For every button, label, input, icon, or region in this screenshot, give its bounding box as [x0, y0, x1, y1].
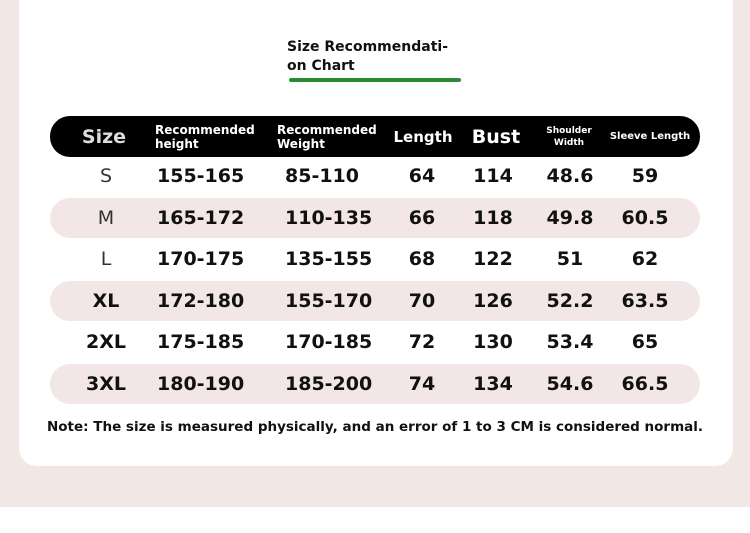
- table-cell: 155-170: [285, 290, 373, 312]
- table-cell: 134: [473, 373, 513, 395]
- table-cell: 85-110: [285, 165, 359, 187]
- table-row: 2XL 175-185 170-185 72 130 53.4 65: [50, 322, 700, 362]
- table-cell: 64: [408, 165, 436, 187]
- table-cell: L: [100, 248, 112, 270]
- table-cell: 130: [473, 331, 513, 353]
- table-cell: 54.6: [546, 373, 594, 395]
- table-cell: 170-185: [285, 331, 373, 353]
- table-cell: 60.5: [621, 207, 669, 229]
- table-cell: 63.5: [621, 290, 669, 312]
- table-row: S 155-165 85-110 64 114 48.6 59: [50, 156, 700, 196]
- table-cell: 59: [631, 165, 659, 187]
- header-length: Length: [393, 127, 453, 146]
- table-row: 3XL 180-190 185-200 74 134 54.6 66.5: [50, 364, 700, 404]
- title-line: Size Recommendati-: [287, 39, 448, 55]
- title-underline: [289, 78, 461, 82]
- note-text: Note: The size is measured physically, a…: [46, 419, 704, 435]
- header-sleeve: Sleeve Length: [609, 131, 691, 142]
- table-cell: 65: [631, 331, 659, 353]
- table-row: L 170-175 135-155 68 122 51 62: [50, 239, 700, 279]
- table-cell: 68: [408, 248, 436, 270]
- table-cell: 165-172: [157, 207, 245, 229]
- header-shoulder: Shoulder Width: [546, 125, 592, 148]
- table-cell: 74: [408, 373, 436, 395]
- table-cell: 66.5: [621, 373, 669, 395]
- table-cell: 122: [473, 248, 513, 270]
- header-weight: Recommended Weight: [277, 122, 377, 151]
- table-row: M 165-172 110-135 66 118 49.8 60.5: [50, 198, 700, 238]
- table-cell: 172-180: [157, 290, 245, 312]
- table-cell: 52.2: [546, 290, 594, 312]
- table-cell: 2XL: [86, 331, 126, 353]
- table-cell: 70: [408, 290, 436, 312]
- table-cell: 66: [408, 207, 436, 229]
- table-cell: 49.8: [546, 207, 594, 229]
- table-cell: 118: [473, 207, 513, 229]
- table-cell: 175-185: [157, 331, 245, 353]
- table-cell: 53.4: [546, 331, 594, 353]
- table-cell: 62: [631, 248, 659, 270]
- table-cell: 110-135: [285, 207, 373, 229]
- table-cell: S: [99, 165, 113, 187]
- table-cell: 155-165: [157, 165, 245, 187]
- table-cell: 180-190: [157, 373, 245, 395]
- table-cell: XL: [92, 290, 120, 312]
- table-cell: 48.6: [546, 165, 594, 187]
- table-cell: 114: [473, 165, 513, 187]
- table-cell: 170-175: [157, 248, 245, 270]
- chart-title: Size Recommendati-on Chart: [287, 38, 448, 76]
- table-cell: 135-155: [285, 248, 373, 270]
- table-cell: 185-200: [285, 373, 373, 395]
- table-row: XL 172-180 155-170 70 126 52.2 63.5: [50, 281, 700, 321]
- header-size: Size: [81, 125, 127, 148]
- table-cell: 3XL: [86, 373, 126, 395]
- table-cell: 72: [408, 331, 436, 353]
- title-line: on Chart: [287, 58, 355, 74]
- table-cell: M: [97, 207, 115, 229]
- header-bust: Bust: [471, 125, 521, 148]
- table-cell: 51: [556, 248, 584, 270]
- table-cell: 126: [473, 290, 513, 312]
- header-height: Recommended height: [155, 122, 255, 151]
- table-header: Size Recommended height Recommended Weig…: [50, 116, 700, 157]
